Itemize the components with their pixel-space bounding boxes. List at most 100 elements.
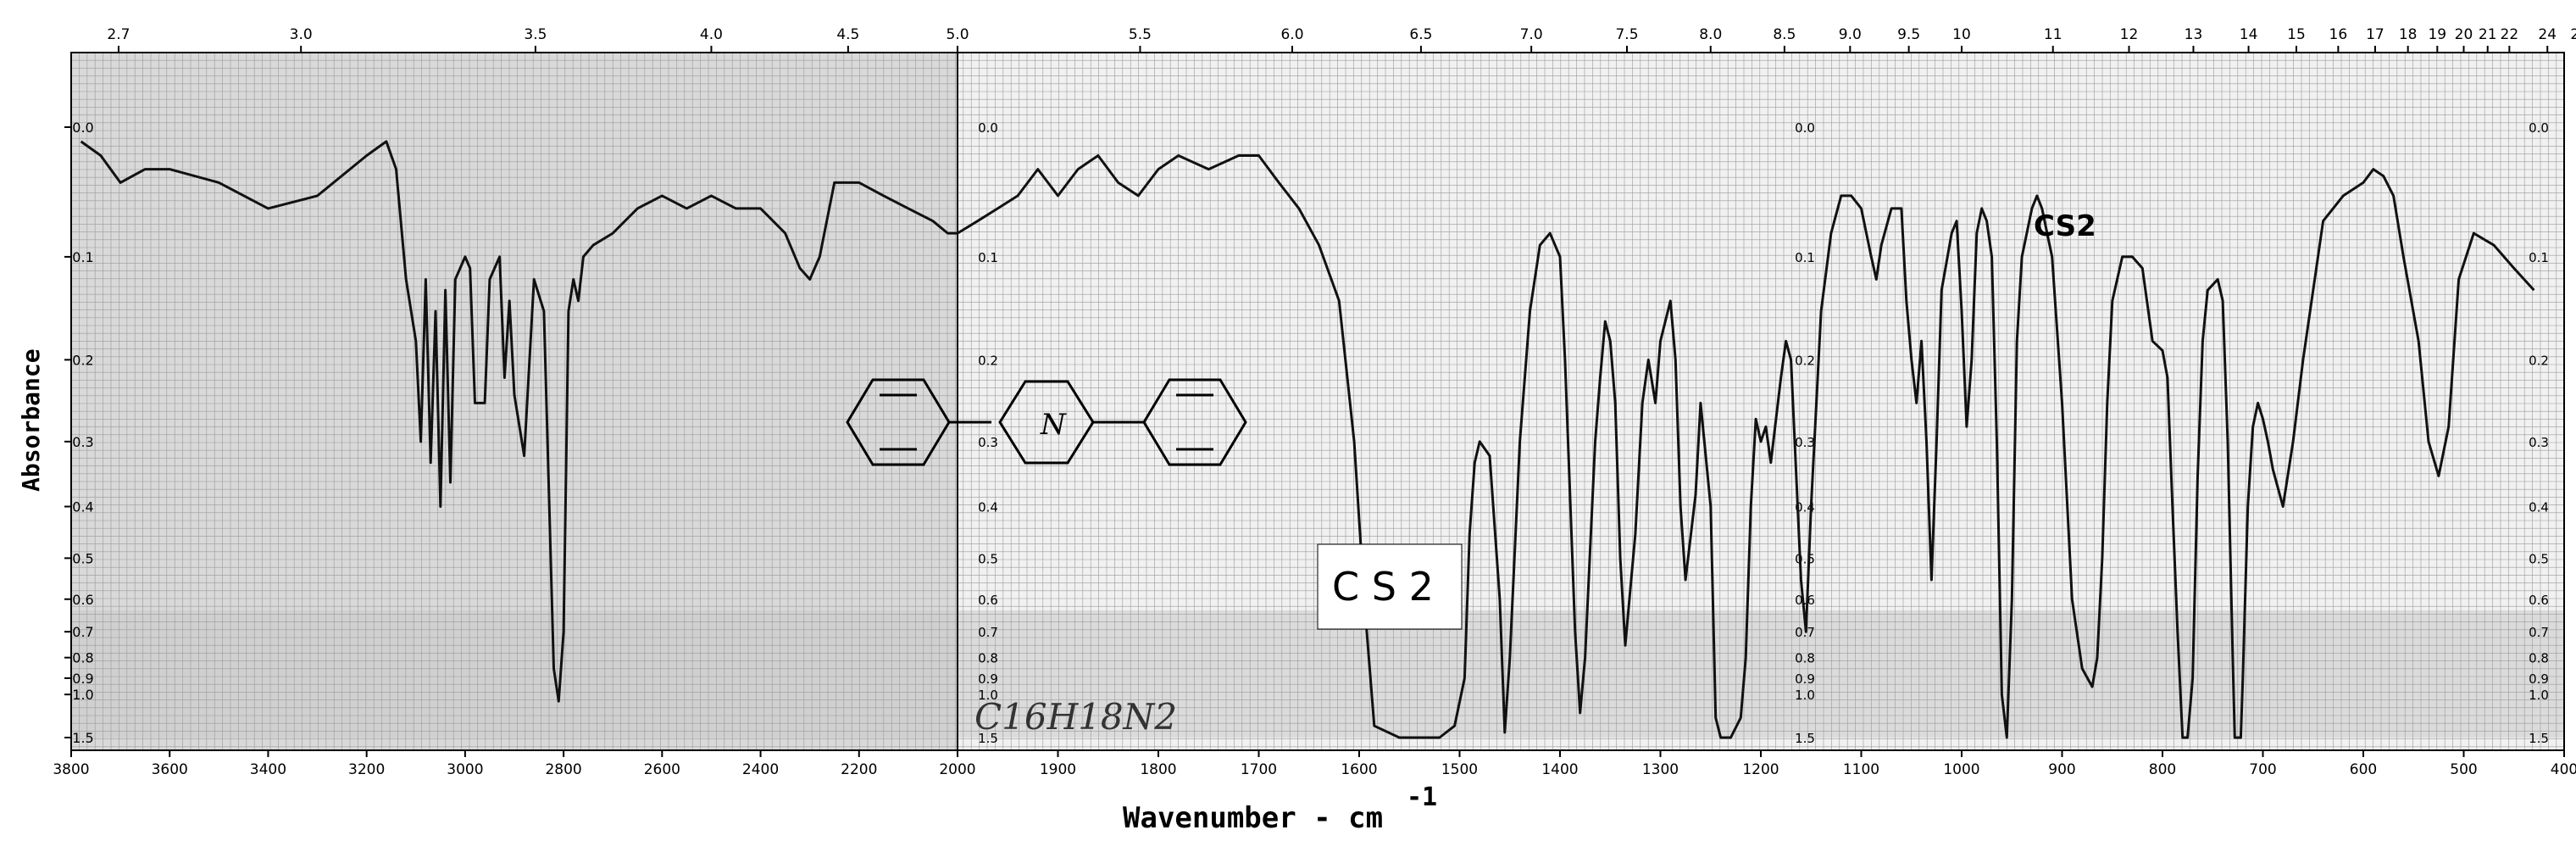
y-tick-label: 0.1 [72,249,93,265]
y-scale-label: 0.4 [978,500,998,515]
x-tick-label: 500 [2450,761,2477,778]
x-tick-label: 1400 [1541,761,1578,778]
top-tick-label: 13 [2185,26,2203,43]
x-tick-label: 900 [2048,761,2075,778]
y-scale-label: 1.0 [2529,688,2549,703]
spectrum-series [80,140,2535,739]
x-tick-label: 2400 [742,761,779,778]
y-scale-label: 0.8 [1795,651,1815,666]
y-scale-label: 0.1 [2529,250,2549,265]
y-tick-label: 1.0 [72,687,93,703]
x-tick-label: 2600 [644,761,680,778]
y-scale-label: 0.5 [1795,551,1815,566]
top-tick-label: 5.0 [946,26,969,43]
y-tick-label: 0.9 [72,671,93,687]
y-scale-label: 0.0 [1795,120,1815,136]
solvent-box [1317,543,1463,630]
x-tick-label: 3400 [250,761,286,778]
x-tick-label: 1900 [1040,761,1076,778]
top-tick-label: 11 [2044,26,2062,43]
top-tick-label: 26 [2570,26,2576,43]
x-tick-label: 3200 [348,761,385,778]
top-tick-label: 2.7 [107,26,130,43]
x-tick-label: 1700 [1241,761,1277,778]
y-axis-label: Absorbance [17,348,45,492]
y-scale-label: 0.3 [1795,435,1815,450]
y-scale-label: 1.0 [978,688,998,703]
y-scale-label: 0.8 [2529,651,2549,666]
top-tick-label: 17 [2366,26,2384,43]
top-tick-label: 16 [2329,26,2348,43]
top-tick-label: 24 [2538,26,2557,43]
x-tick-label: 1300 [1642,761,1679,778]
solvent-box-label: C S 2 [1332,564,1434,610]
top-tick-label: 3.5 [524,26,547,43]
y-tick-label: 0.3 [72,434,93,450]
top-tick-label: 3.0 [290,26,313,43]
y-tick-label: 0.6 [72,592,93,608]
y-tick-label: 0.7 [72,624,93,640]
top-tick-label: 7.0 [1520,26,1543,43]
y-tick-label: 0.4 [72,499,93,515]
y-scale-label: 0.6 [2529,593,2549,608]
y-scale-label: 1.5 [978,731,998,746]
x-axis-label: Wavenumber - cm [1123,801,1383,835]
x-tick-label: 3800 [53,761,89,778]
top-tick-label: 18 [2399,26,2418,43]
plot-frame [70,52,2565,751]
top-tick-label: 6.5 [1409,26,1432,43]
y-scale-label: 0.4 [2529,500,2549,515]
top-tick-label: 10 [1952,26,1971,43]
top-tick-label: 21 [2479,26,2497,43]
x-tick-label: 400 [2551,761,2576,778]
top-tick-label: 12 [2120,26,2139,43]
x-tick-label: 1100 [1843,761,1879,778]
y-scale-label: 1.0 [1795,688,1815,703]
y-scale-label: 0.6 [978,593,998,608]
structure-nitrogen-label: N [1040,408,1067,442]
molecule-structure-drawing [846,378,1247,466]
y-scale-label: 0.2 [978,353,998,368]
y-scale-label: 0.7 [1795,625,1815,640]
x-tick-label: 1200 [1742,761,1779,778]
top-tick-label: 6.0 [1280,26,1303,43]
axis-ticks: 3800 3600 3400 3200 3000 2800 2600 2400 2200 2000… [53,26,2576,778]
top-tick-label: 7.5 [1615,26,1638,43]
chart-background [71,53,2564,750]
y-tick-label: 0.0 [72,120,93,136]
top-tick-label: 19 [2428,26,2446,43]
x-tick-label: 700 [2249,761,2276,778]
axis-labels: Absorbance Wavenumber - cm -1 [17,348,1437,835]
y-scale-label: 0.7 [2529,625,2549,640]
top-tick-label: 4.5 [836,26,859,43]
x-tick-label: 1000 [1943,761,1979,778]
top-tick-label: 5.5 [1129,26,1152,43]
y-scale-label: 0.1 [1795,250,1815,265]
top-tick-label: 20 [2455,26,2473,43]
y-scale-label: 0.1 [978,250,998,265]
y-scale-label: 1.5 [2529,731,2549,746]
x-tick-label: 1500 [1441,761,1478,778]
x-tick-label: 2800 [545,761,581,778]
y-scale-label: 1.5 [1795,731,1815,746]
y-scale-label: 0.3 [978,435,998,450]
solvent-label: CS2 [2034,209,2096,243]
y-scale-label: 0.0 [2529,120,2549,136]
top-tick-label: 14 [2240,26,2258,43]
top-tick-label: 9.0 [1839,26,1862,43]
y-scale-label: 0.5 [978,551,998,566]
y-scale-label: 0.2 [1795,353,1815,368]
y-tick-label: 0.2 [72,352,93,368]
x-tick-label: 1800 [1140,761,1176,778]
y-scale-label: 0.2 [2529,353,2549,368]
molecular-formula: C16H18N2 [974,696,1177,738]
high-absorbance-band [71,610,2564,738]
y-scale-label: 0.0 [978,120,998,136]
annotations: C S 2 CS2 C16H18N2 N [846,209,2096,738]
top-tick-label: 8.5 [1773,26,1796,43]
x-tick-label: 3600 [152,761,188,778]
top-tick-label: 22 [2501,26,2519,43]
x-tick-label: 800 [2149,761,2176,778]
spectrum-line-0 [80,140,2535,739]
y-tick-label: 1.5 [72,730,93,746]
